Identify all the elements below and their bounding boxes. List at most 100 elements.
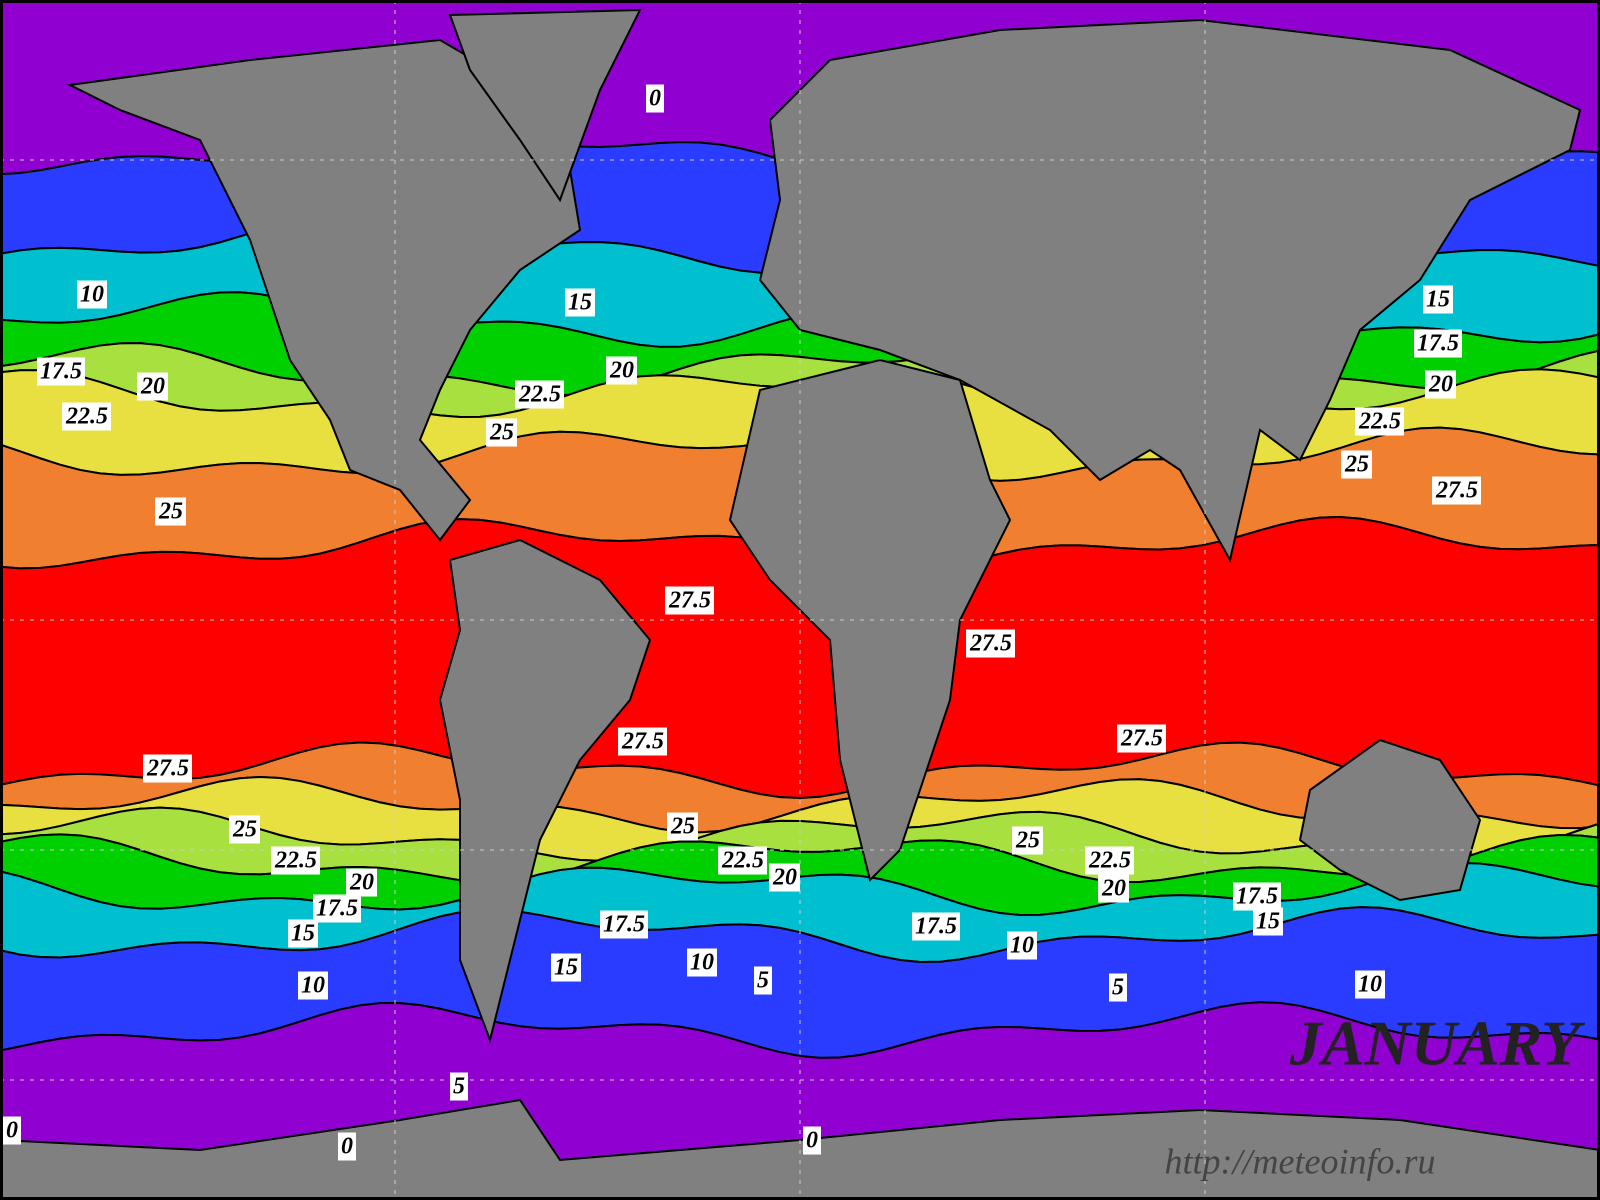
contour-label: 10 [1007, 931, 1037, 960]
contour-label: 22.5 [62, 402, 111, 431]
contour-label-text: 22.5 [274, 848, 317, 874]
contour-label-text: 22.5 [1088, 848, 1131, 874]
contour-label: 0 [3, 1116, 21, 1145]
label-background [667, 812, 698, 841]
label-background [515, 380, 564, 409]
contour-label-text: 17.5 [603, 912, 645, 938]
label-background [1109, 973, 1127, 1002]
contour-label: 22.5 [271, 846, 320, 875]
label-background [1423, 285, 1453, 314]
label-background [803, 1126, 821, 1155]
contour-label: 15 [551, 953, 581, 982]
contour-label-text: 5 [757, 968, 769, 994]
contour-label-text: 5 [1112, 975, 1124, 1001]
contour-label-text: 27.5 [621, 729, 664, 755]
label-background [1414, 329, 1462, 358]
label-background [313, 894, 361, 923]
label-background [1085, 846, 1134, 875]
contour-label-text: 20 [1428, 372, 1453, 398]
contour-label: 17.5 [600, 910, 648, 939]
contour-label: 15 [288, 919, 318, 948]
contour-label: 22.5 [1085, 846, 1134, 875]
contour-label-text: 25 [158, 499, 183, 525]
label-background [1355, 970, 1385, 999]
contour-label-text: 25 [489, 420, 514, 446]
label-background [1012, 826, 1043, 855]
contour-label-text: 27.5 [1120, 726, 1163, 752]
contour-label-text: 0 [806, 1128, 818, 1154]
contour-label: 10 [298, 971, 328, 1000]
greenland [448, 8, 642, 203]
contour-label: 15 [1423, 285, 1453, 314]
contour-label: 27.5 [665, 586, 714, 615]
contour-label-text: 15 [568, 290, 592, 316]
label-background [769, 863, 800, 892]
contour-label-text: 15 [291, 921, 315, 947]
contour-label-text: 15 [1256, 909, 1280, 935]
south-america [438, 538, 652, 1044]
contour-label-text: 17.5 [316, 896, 358, 922]
contour-label: 25 [155, 497, 186, 526]
label-background [1007, 931, 1037, 960]
contour-label-text: 25 [232, 817, 257, 843]
contour-label-text: 17.5 [40, 359, 82, 385]
contour-label-text: 20 [140, 374, 165, 400]
label-background [1355, 407, 1404, 436]
contour-label-text: 22.5 [518, 382, 561, 408]
label-background [298, 971, 328, 1000]
label-background [646, 84, 664, 113]
contour-label-text: 27.5 [969, 631, 1012, 657]
contour-label-text: 20 [349, 870, 374, 896]
contour-label: 27.5 [1117, 724, 1166, 753]
contour-label: 20 [606, 356, 637, 385]
contour-label: 10 [687, 948, 717, 977]
contour-label: 25 [229, 815, 260, 844]
contour-label-text: 0 [341, 1134, 353, 1160]
contour-label: 20 [346, 868, 377, 897]
label-background [606, 356, 637, 385]
contour-label: 22.5 [718, 846, 767, 875]
label-background [62, 402, 111, 431]
label-background [229, 815, 260, 844]
label-background [665, 586, 714, 615]
contour-label-text: 25 [1015, 828, 1040, 854]
contour-label: 22.5 [515, 380, 564, 409]
label-background [486, 418, 517, 447]
contour-label-text: 15 [1426, 287, 1450, 313]
label-background [1432, 476, 1481, 505]
contour-label-text: 10 [1358, 972, 1382, 998]
label-background [346, 868, 377, 897]
contour-label-text: 0 [6, 1118, 18, 1144]
contour-label-text: 0 [649, 86, 661, 112]
label-background [687, 948, 717, 977]
label-background [450, 1072, 468, 1101]
label-background [966, 629, 1015, 658]
contour-labels: 010 1517.52022.522.520252527.527.527.527.… [3, 84, 1481, 1161]
map-title: JANUARY [1289, 1008, 1585, 1079]
contour-label: 17.5 [1233, 882, 1281, 911]
label-background [37, 357, 85, 386]
contour-label: 15 [565, 288, 595, 317]
label-background [143, 754, 192, 783]
contour-label-text: 10 [80, 282, 104, 308]
contour-label-text: 25 [1344, 452, 1369, 478]
contour-label-text: 25 [670, 814, 695, 840]
contour-label-text: 22.5 [1358, 409, 1401, 435]
contour-label: 27.5 [1432, 476, 1481, 505]
label-background [338, 1132, 356, 1161]
contour-label: 20 [1425, 370, 1456, 399]
contour-label-text: 10 [1010, 933, 1034, 959]
contour-label: 5 [1109, 973, 1127, 1002]
label-background [618, 727, 667, 756]
contour-label-text: 10 [301, 973, 325, 999]
contour-label-text: 27.5 [1435, 478, 1478, 504]
contour-label-text: 20 [772, 865, 797, 891]
label-background [1233, 882, 1281, 911]
contour-label: 25 [1012, 826, 1043, 855]
contour-label: 25 [1341, 450, 1372, 479]
contour-label: 25 [486, 418, 517, 447]
